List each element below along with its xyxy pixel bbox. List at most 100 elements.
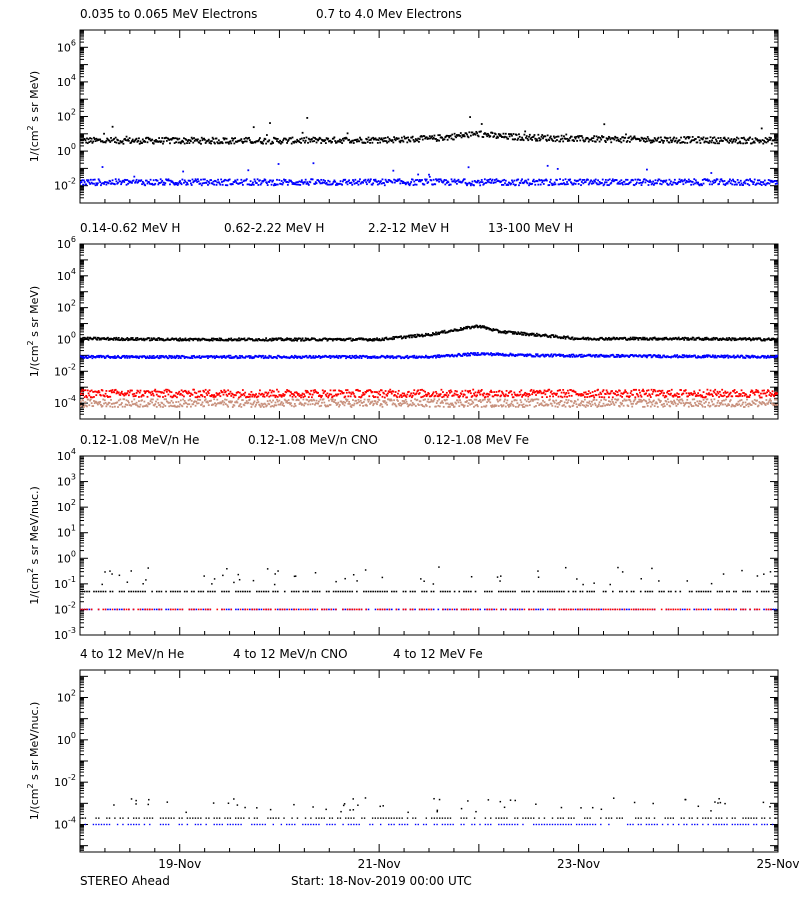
data-point [697,181,700,184]
data-point [716,142,719,145]
data-point [84,139,87,142]
data-point [245,179,247,182]
data-point [207,338,210,341]
data-point [327,137,330,140]
data-point [641,399,644,402]
data-point [200,136,203,139]
data-point [546,164,549,167]
data-point [97,354,100,357]
data-point [520,401,523,404]
data-point [559,355,561,357]
data-point [317,139,319,142]
data-point [370,137,373,140]
data-point [577,398,579,401]
data-point [335,356,337,359]
data-point [466,400,468,402]
data-point [126,356,129,359]
data-point [471,180,474,183]
data-point [430,136,433,139]
data-point [203,405,205,408]
data-point [220,178,223,181]
data-point [366,398,369,401]
data-point [628,355,631,357]
data-point [92,178,95,181]
data-point [741,403,744,406]
data-point [254,339,257,342]
data-point [645,400,648,403]
data-point [203,182,205,184]
data-point [445,182,448,184]
data-point [518,184,520,187]
data-point [651,141,654,144]
data-point [243,137,246,140]
data-point [572,139,575,141]
data-point [183,402,185,405]
data-point [554,405,557,408]
data-point [733,183,736,186]
data-point [366,357,369,359]
data-point [411,135,414,138]
data-point [210,339,212,342]
data-point [639,181,642,184]
data-point [459,399,461,402]
data-point [102,141,105,144]
data-point [85,141,88,144]
data-point [683,404,686,407]
data-point [322,139,325,142]
data-point [646,402,648,405]
data-point [207,138,210,141]
data-point [590,405,592,408]
data-point [764,184,767,187]
data-point [654,355,657,357]
data-point [684,178,686,181]
data-point [135,356,138,359]
data-point [554,140,557,143]
data-point [646,180,649,183]
data-point [674,181,677,184]
data-point [745,404,748,407]
data-point [771,338,774,341]
data-point [295,181,298,184]
data-point [648,181,651,183]
data-point [367,338,370,341]
data-point [404,398,407,401]
data-point [636,337,639,340]
data-point [770,137,772,139]
data-point [554,353,557,356]
data-point [512,405,515,407]
data-point [435,138,437,140]
data-point [768,182,771,185]
data-point [177,182,180,185]
data-point [158,357,161,360]
data-point [605,137,608,140]
data-point [342,139,345,142]
data-point [262,406,265,408]
data-point [641,338,644,341]
data-point [682,356,685,359]
data-point [722,183,725,186]
data-point [116,401,119,404]
data-point [565,133,568,136]
data-point [269,122,271,124]
data-point [490,354,493,357]
data-point [522,403,525,406]
data-point [453,132,456,135]
data-point [597,355,599,358]
data-point [299,138,302,141]
data-point [468,353,471,355]
data-point [724,184,727,186]
data-point [293,337,296,340]
data-point [221,356,223,359]
data-point [180,339,183,342]
y-axis-label: 1/(cm2 s sr MeV) [26,71,41,162]
data-point [590,400,593,403]
data-point [487,178,490,181]
data-point [556,167,559,170]
data-point [217,178,219,181]
data-point [740,182,743,185]
data-point [86,405,88,408]
data-point [386,181,389,183]
data-point [430,179,433,182]
data-point [423,183,426,186]
data-point [169,142,171,145]
